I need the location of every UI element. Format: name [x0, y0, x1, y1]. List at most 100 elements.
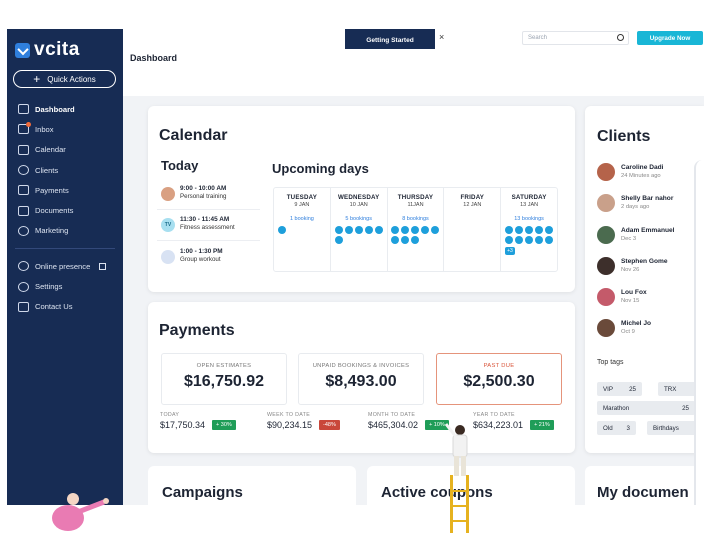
booking-dot[interactable]	[535, 236, 544, 244]
booking-dot[interactable]	[334, 236, 343, 244]
day-column-tuesday[interactable]: TUESDAY 9 JAN 1 booking	[274, 188, 331, 271]
booking-dot[interactable]	[344, 226, 353, 234]
day-name: FRIDAY	[460, 194, 485, 201]
upgrade-now-button[interactable]: Upgrade Now	[637, 31, 703, 45]
booking-dot[interactable]	[431, 226, 440, 234]
sidebar-item-documents[interactable]: Documents	[7, 200, 123, 220]
sidebar-item-dashboard[interactable]: Dashboard	[7, 99, 123, 119]
search-input[interactable]: Search	[522, 31, 629, 45]
booking-dot[interactable]	[505, 226, 514, 234]
day-column-wednesday[interactable]: WEDNESDAY 10 JAN 5 bookings	[331, 188, 388, 271]
day-date: 12 JAN	[463, 202, 482, 208]
client-row[interactable]: Caroline Dadi 24 Minutes ago	[597, 163, 664, 181]
stat-year: YEAR TO DATE $634,223.01 + 21%	[473, 412, 554, 430]
more-bookings-badge[interactable]: +3	[505, 247, 515, 255]
appointment-item[interactable]: 9:00 - 10:00 AM Personal training	[161, 185, 226, 201]
person-leg	[461, 456, 466, 476]
tag-chip[interactable]: Birthdays	[647, 421, 697, 435]
appointment-item[interactable]: TV 11:30 - 11:45 AM Fitness assessment	[161, 216, 235, 232]
tag-chip[interactable]: TRX	[658, 382, 704, 396]
client-row[interactable]: Lou Fox Nov 15	[597, 288, 647, 306]
stat-label: WEEK TO DATE	[267, 412, 311, 418]
booking-dot[interactable]	[545, 236, 554, 244]
booking-dot[interactable]	[374, 226, 383, 234]
day-column-saturday[interactable]: SATURDAY 13 JAN 13 bookings +3	[501, 188, 557, 271]
booking-dot[interactable]	[364, 226, 373, 234]
client-last-seen: Dec 3	[621, 236, 637, 242]
sidebar-item-clients[interactable]: Clients	[7, 160, 123, 180]
stat-value: $634,223.01	[473, 420, 524, 430]
getting-started-button[interactable]: Getting Started	[345, 29, 435, 51]
person-leg	[454, 456, 459, 476]
pay-value: $8,493.00	[325, 373, 397, 390]
tag-count: 25	[682, 404, 689, 412]
client-name: Stephen Gome	[621, 258, 668, 265]
booking-dot[interactable]	[277, 226, 286, 234]
person-shirt	[452, 434, 468, 458]
day-column-friday[interactable]: FRIDAY 12 JAN	[444, 188, 502, 271]
past-due-box[interactable]: PAST DUE $2,500.30	[436, 353, 562, 405]
pay-label: OPEN ESTIMATES	[196, 363, 252, 369]
close-icon[interactable]: ×	[439, 32, 445, 42]
sidebar-item-inbox[interactable]: Inbox	[7, 119, 123, 139]
booking-dot[interactable]	[545, 226, 554, 234]
booking-dot[interactable]	[354, 226, 363, 234]
stat-label: TODAY	[160, 412, 180, 418]
open-estimates-box[interactable]: OPEN ESTIMATES $16,750.92	[161, 353, 287, 405]
quick-actions-button[interactable]: + Quick Actions	[13, 70, 116, 88]
painter-on-ladder-illustration	[444, 423, 469, 533]
client-row[interactable]: Stephen Gome Nov 26	[597, 257, 668, 275]
change-badge: + 21%	[530, 420, 554, 430]
booking-dots	[277, 226, 326, 234]
tag-label: VIP	[603, 385, 613, 393]
vcita-logo[interactable]: vcita	[15, 39, 80, 61]
booking-dot[interactable]	[391, 236, 400, 244]
day-name: THURSDAY	[397, 194, 434, 201]
sidebar-item-settings[interactable]: Settings	[7, 276, 123, 296]
booking-dot[interactable]	[411, 226, 420, 234]
pay-value: $2,500.30	[463, 373, 535, 390]
sidebar-item-marketing[interactable]: Marketing	[7, 221, 123, 241]
tag-chip[interactable]: Old 3	[597, 421, 636, 435]
marketing-icon	[18, 225, 29, 236]
booking-dot[interactable]	[401, 236, 410, 244]
clients-title[interactable]: Clients	[597, 128, 651, 145]
booking-dot[interactable]	[515, 226, 524, 234]
client-row[interactable]: Shelly Bar nahor 2 days ago	[597, 194, 673, 212]
sidebar-item-label: Payments	[35, 185, 69, 195]
payments-title[interactable]: Payments	[159, 322, 235, 339]
day-column-thursday[interactable]: THURSDAY 11JAN 8 bookings	[388, 188, 445, 271]
booking-dot[interactable]	[411, 236, 420, 244]
client-name: Shelly Bar nahor	[621, 195, 674, 202]
sidebar-item-contact-us[interactable]: Contact Us	[7, 297, 123, 317]
booking-dot[interactable]	[505, 236, 514, 244]
tag-chip[interactable]: VIP 25	[597, 382, 642, 396]
woman-illustration	[52, 493, 109, 531]
booking-dot[interactable]	[515, 236, 524, 244]
booking-dot[interactable]	[525, 226, 534, 234]
booking-dot[interactable]	[334, 226, 343, 234]
booking-dots	[391, 226, 440, 244]
client-row[interactable]: Michel Jo Oct 9	[597, 319, 651, 337]
booking-dot[interactable]	[535, 226, 544, 234]
search-icon[interactable]	[617, 34, 624, 41]
unpaid-bookings-box[interactable]: UNPAID BOOKINGS & INVOICES $8,493.00	[298, 353, 424, 405]
day-date: 11JAN	[407, 202, 424, 208]
booking-dot[interactable]	[391, 226, 400, 234]
bottom-fade	[0, 505, 704, 533]
booking-dot[interactable]	[401, 226, 410, 234]
sidebar-item-online-presence[interactable]: Online presence	[7, 256, 123, 276]
person-hand	[103, 498, 109, 504]
sidebar-item-label: Calendar	[35, 145, 66, 155]
client-row[interactable]: Adam Emmanuel Dec 3	[597, 226, 675, 244]
sidebar-item-calendar[interactable]: Calendar	[7, 140, 123, 160]
sidebar-item-payments[interactable]: Payments	[7, 180, 123, 200]
tag-chip[interactable]: Marathon 25	[597, 401, 695, 415]
divider	[157, 209, 260, 210]
booking-dot[interactable]	[421, 226, 430, 234]
booking-dot[interactable]	[525, 236, 534, 244]
tag-label: Marathon	[603, 404, 630, 412]
calendar-title[interactable]: Calendar	[159, 127, 228, 144]
appointment-item[interactable]: 1:00 - 1:30 PM Group workout	[161, 248, 223, 264]
avatar	[597, 226, 615, 244]
